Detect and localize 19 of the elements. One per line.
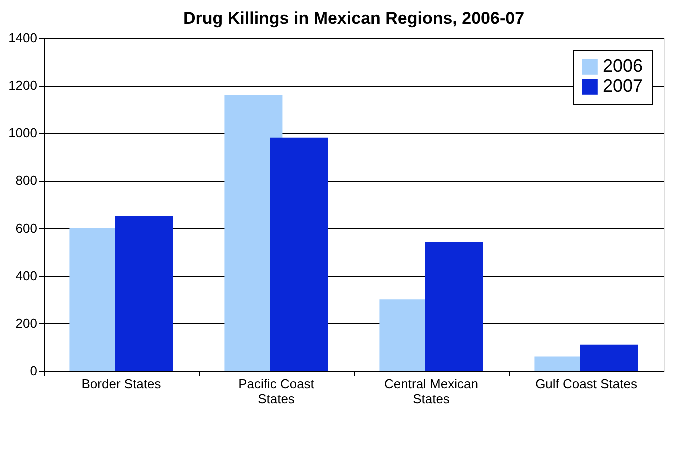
legend-label: 2007 <box>603 76 644 96</box>
y-tick-label: 1400 <box>8 30 38 46</box>
y-tick-label: 600 <box>16 220 38 236</box>
y-tick-label: 0 <box>30 364 38 378</box>
legend-label: 2006 <box>603 56 644 76</box>
chart-title: Drug Killings in Mexican Regions, 2006-07 <box>183 9 525 28</box>
bar <box>270 138 328 371</box>
bar <box>425 242 484 371</box>
x-tick-label: Border States <box>82 376 162 392</box>
y-tick-label: 200 <box>16 316 38 331</box>
bar <box>115 216 174 371</box>
x-tick-label: Gulf Coast States <box>536 376 638 392</box>
x-tick-label: Pacific Coast States <box>238 376 315 406</box>
bar <box>580 344 638 371</box>
y-tick-label: 1000 <box>8 126 38 141</box>
y-tick-label: 1200 <box>8 78 38 94</box>
y-tick-label: 400 <box>16 268 38 284</box>
x-tick-label: Central Mexican States <box>384 376 478 406</box>
y-tick-label: 800 <box>16 173 38 188</box>
